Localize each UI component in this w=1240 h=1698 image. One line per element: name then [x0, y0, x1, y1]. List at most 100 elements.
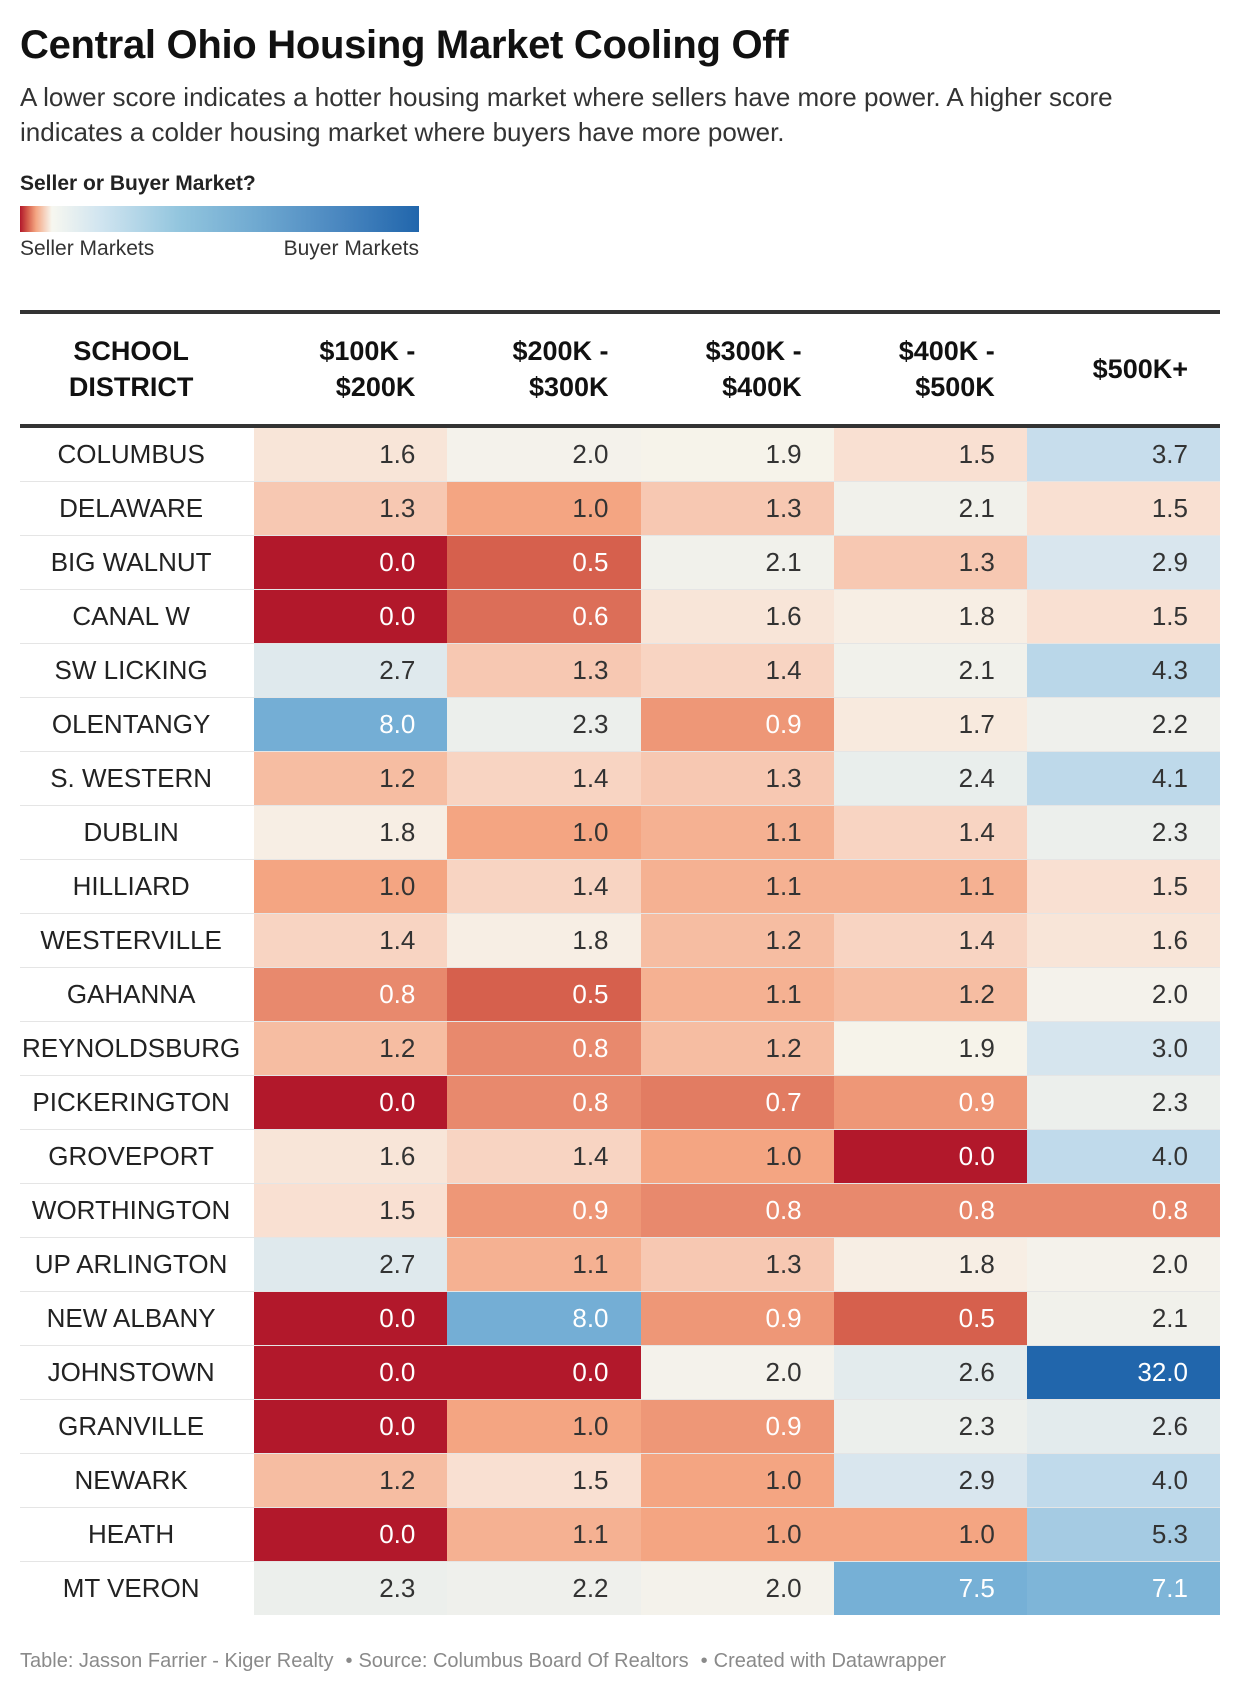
table-row: UP ARLINGTON 2.7 1.1 1.3 1.8 2.0 — [20, 1237, 1220, 1292]
heat-cell: 0.9 — [833, 1075, 1027, 1130]
heat-cell: 2.3 — [1026, 805, 1220, 860]
table-row: JOHNSTOWN 0.0 0.0 2.0 2.6 32.0 — [20, 1345, 1220, 1400]
heat-cell: 0.0 — [254, 1075, 448, 1130]
legend-high-label: Buyer Markets — [283, 237, 419, 260]
heat-cell: 2.7 — [254, 1237, 448, 1292]
district-name: SW LICKING — [20, 643, 255, 698]
district-name: MT VERON — [20, 1561, 255, 1615]
heat-cell: 2.1 — [833, 643, 1027, 698]
heat-cell: 1.4 — [447, 751, 641, 806]
heat-cell: 0.9 — [640, 1399, 834, 1454]
heat-cell: 3.7 — [1026, 426, 1220, 482]
heat-cell: 1.0 — [447, 805, 641, 860]
heat-cell: 4.3 — [1026, 643, 1220, 698]
heat-cell: 1.8 — [254, 805, 448, 860]
district-name: NEW ALBANY — [20, 1291, 255, 1346]
heat-cell: 8.0 — [447, 1291, 641, 1346]
heat-cell: 1.0 — [640, 1129, 834, 1184]
heat-cell: 2.3 — [1026, 1075, 1220, 1130]
heat-cell: 2.9 — [1026, 535, 1220, 590]
district-name: REYNOLDSBURG — [20, 1021, 255, 1076]
heat-cell: 0.5 — [447, 967, 641, 1022]
heat-cell: 2.9 — [833, 1453, 1027, 1508]
heat-cell: 1.1 — [640, 805, 834, 860]
table-row: GROVEPORT 1.6 1.4 1.0 0.0 4.0 — [20, 1129, 1220, 1184]
heat-cell: 2.0 — [640, 1345, 834, 1400]
heat-cell: 1.5 — [833, 426, 1027, 482]
heat-cell: 2.0 — [1026, 1237, 1220, 1292]
heat-cell: 7.5 — [833, 1561, 1027, 1615]
heat-cell: 2.1 — [640, 535, 834, 590]
district-name: CANAL W — [20, 589, 255, 644]
heat-cell: 1.0 — [447, 1399, 641, 1454]
heat-cell: 1.1 — [833, 859, 1027, 914]
district-name: DUBLIN — [20, 805, 255, 860]
heat-cell: 0.8 — [1026, 1183, 1220, 1238]
district-name: UP ARLINGTON — [20, 1237, 255, 1292]
heat-cell: 7.1 — [1026, 1561, 1220, 1615]
heat-cell: 1.2 — [833, 967, 1027, 1022]
table-row: BIG WALNUT 0.0 0.5 2.1 1.3 2.9 — [20, 535, 1220, 590]
table-row: COLUMBUS 1.6 2.0 1.9 1.5 3.7 — [20, 426, 1220, 482]
legend-labels: Seller Markets Buyer Markets — [20, 235, 419, 263]
column-header-price-range: $200k - $300k — [447, 312, 641, 428]
heat-cell: 4.1 — [1026, 751, 1220, 806]
heat-cell: 1.9 — [640, 426, 834, 482]
table-row: REYNOLDSBURG 1.2 0.8 1.2 1.9 3.0 — [20, 1021, 1220, 1076]
table-row: S. WESTERN 1.2 1.4 1.3 2.4 4.1 — [20, 751, 1220, 806]
heat-cell: 4.0 — [1026, 1453, 1220, 1508]
district-name: S. WESTERN — [20, 751, 255, 806]
heat-cell: 0.8 — [640, 1183, 834, 1238]
heat-cell: 1.2 — [640, 913, 834, 968]
legend-title: Seller or Buyer Market? — [20, 172, 256, 195]
district-name: HEATH — [20, 1507, 255, 1562]
heat-cell: 1.1 — [640, 967, 834, 1022]
heat-cell: 1.5 — [1026, 859, 1220, 914]
district-name: COLUMBUS — [20, 426, 255, 482]
heatmap-table: School District $100k - $200k $200k - $300… — [20, 310, 1220, 1615]
heat-cell: 1.4 — [833, 805, 1027, 860]
heat-cell: 1.2 — [640, 1021, 834, 1076]
heat-cell: 5.3 — [1026, 1507, 1220, 1562]
heat-cell: 0.9 — [640, 1291, 834, 1346]
heat-cell: 1.1 — [447, 1237, 641, 1292]
table-row: WESTERVILLE 1.4 1.8 1.2 1.4 1.6 — [20, 913, 1220, 968]
heat-cell: 2.0 — [1026, 967, 1220, 1022]
heat-cell: 1.1 — [447, 1507, 641, 1562]
heat-cell: 1.4 — [447, 859, 641, 914]
table-row: OLENTANGY 8.0 2.3 0.9 1.7 2.2 — [20, 697, 1220, 752]
legend-low-label: Seller Markets — [20, 237, 155, 260]
district-name: BIG WALNUT — [20, 535, 255, 590]
table-row: DUBLIN 1.8 1.0 1.1 1.4 2.3 — [20, 805, 1220, 860]
district-name: PICKERINGTON — [20, 1075, 255, 1130]
heat-cell: 2.7 — [254, 643, 448, 698]
table-row: SW LICKING 2.7 1.3 1.4 2.1 4.3 — [20, 643, 1220, 698]
heat-cell: 1.4 — [254, 913, 448, 968]
heat-cell: 1.8 — [833, 1237, 1027, 1292]
district-name: DELAWARE — [20, 481, 255, 536]
heat-cell: 1.3 — [640, 481, 834, 536]
footer-notes: Table: Jasson Farrier - Kiger Realty • Sou… — [20, 1648, 946, 1674]
heat-cell: 1.9 — [833, 1021, 1027, 1076]
heat-cell: 1.5 — [254, 1183, 448, 1238]
district-name: HILLIARD — [20, 859, 255, 914]
heat-cell: 0.0 — [447, 1345, 641, 1400]
heat-cell: 1.6 — [254, 426, 448, 482]
district-name: JOHNSTOWN — [20, 1345, 255, 1400]
legend-color-scale — [20, 206, 419, 232]
heat-cell: 0.7 — [640, 1075, 834, 1130]
heat-cell: 0.0 — [254, 1399, 448, 1454]
heat-cell: 1.2 — [254, 751, 448, 806]
heat-cell: 1.8 — [833, 589, 1027, 644]
heat-cell: 2.3 — [833, 1399, 1027, 1454]
heat-cell: 1.4 — [833, 913, 1027, 968]
heat-cell: 0.0 — [254, 535, 448, 590]
heat-cell: 0.5 — [447, 535, 641, 590]
heat-cell: 1.4 — [447, 1129, 641, 1184]
heat-cell: 0.6 — [447, 589, 641, 644]
heat-cell: 1.1 — [640, 859, 834, 914]
table-row: GRANVILLE 0.0 1.0 0.9 2.3 2.6 — [20, 1399, 1220, 1454]
table-row: NEW ALBANY 0.0 8.0 0.9 0.5 2.1 — [20, 1291, 1220, 1346]
heat-cell: 1.7 — [833, 697, 1027, 752]
separator-dot: • — [345, 1650, 353, 1672]
